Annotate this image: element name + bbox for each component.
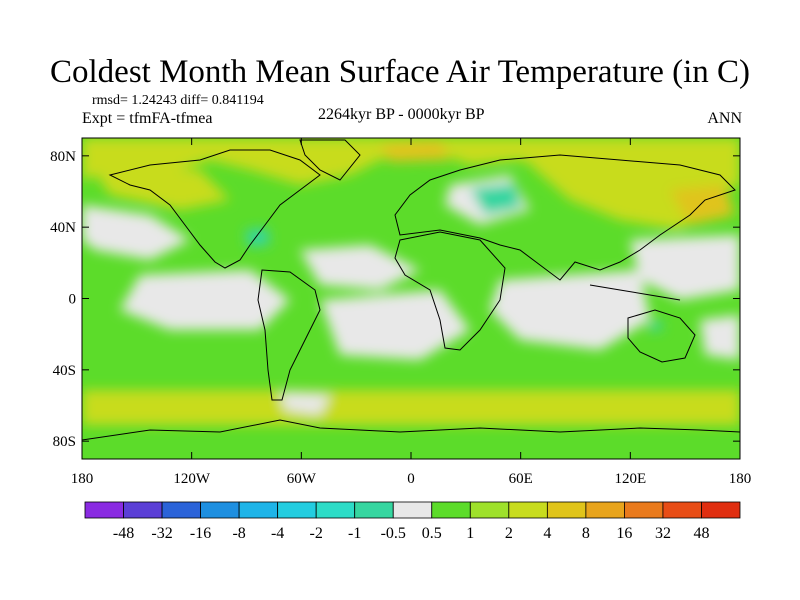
arctic-warming-region (82, 138, 740, 200)
colorbar-label: 2 (505, 525, 513, 542)
y-axis: 80N 40N 0 40S 80S (50, 149, 740, 450)
colorbar-label: 16 (616, 525, 632, 542)
colorbar-swatch (238, 501, 279, 519)
colorbar-label: 1 (466, 525, 474, 542)
coast-indonesia (589, 284, 681, 301)
alaska-warming-region (90, 165, 230, 210)
colorbar-swatch (161, 501, 201, 519)
period-label: 2264kyr BP - 0000kyr BP (318, 106, 485, 123)
colorbar-label: -48 (113, 525, 134, 542)
colorbar-swatch (123, 501, 163, 519)
colorbar-label: -4 (271, 525, 284, 542)
australia-cooling (648, 321, 662, 331)
colorbar-swatch (84, 501, 124, 519)
great-lakes-cooling (245, 228, 270, 247)
coast-south-america (257, 269, 321, 401)
eastern-europe-cooling (470, 183, 522, 215)
stats-line: rmsd= 1.24243 diff= 0.841194 (92, 93, 264, 108)
colorbar-swatch (431, 501, 471, 519)
colorbar-label: -32 (151, 525, 172, 542)
colorbar-swatch (315, 501, 356, 519)
colorbar-label: -8 (232, 525, 245, 542)
colorbar-label: -1 (348, 525, 361, 542)
colorbar-swatch (662, 501, 702, 519)
y-tick-label: 80S (53, 434, 76, 450)
coast-antarctica (82, 419, 740, 441)
x-tick-label: 60W (287, 471, 317, 487)
south-pacific-neutral (700, 315, 740, 360)
west-pacific-neutral (630, 235, 740, 300)
colorbar-swatch (277, 501, 317, 519)
weddell-neutral (280, 392, 330, 415)
y-tick-label: 40N (50, 220, 76, 236)
colorbar: -48 -32 -16 -8 -4 -2 -1 -0.5 0.5 1 2 4 8 16 32 48 (84, 501, 741, 542)
coast-australia (627, 309, 696, 363)
colorbar-label: 0.5 (422, 525, 442, 542)
colorbar-swatch (469, 501, 510, 519)
season-label: ANN (707, 110, 742, 127)
colorbar-swatch (392, 501, 433, 519)
x-tick-label: 180 (71, 471, 94, 487)
coast-eurasia (394, 154, 736, 281)
south-atlantic-neutral (320, 290, 470, 360)
y-tick-label: 40S (53, 363, 76, 379)
coast-africa (394, 231, 506, 351)
coastlines (82, 139, 740, 441)
north-atlantic-neutral (300, 245, 420, 290)
x-axis: 180 120W 60W 0 60E 120E 180 (71, 138, 752, 487)
y-tick-label: 80N (50, 149, 76, 165)
siberia-warming-region (530, 165, 720, 230)
colorbar-swatch (508, 501, 548, 519)
colorbar-swatch (200, 501, 240, 519)
x-tick-label: 120W (173, 471, 211, 487)
colorbar-label: -2 (310, 525, 323, 542)
colorbar-label: 4 (543, 525, 551, 542)
colorbar-label: 8 (582, 525, 590, 542)
colorbar-swatch (585, 501, 625, 519)
experiment-label: Expt = tfmFA-tfmea (82, 110, 213, 127)
colorbar-label: -0.5 (381, 525, 406, 542)
colorbar-swatch (701, 501, 741, 519)
coast-greenland (299, 139, 361, 181)
colorbar-swatch (624, 501, 664, 519)
orange-patch-arctic (380, 140, 450, 162)
colorbar-label: -16 (190, 525, 211, 542)
colorbar-label: 32 (655, 525, 671, 542)
colorbar-swatch (354, 501, 394, 519)
x-tick-label: 0 (407, 471, 415, 487)
north-pacific-neutral (82, 205, 190, 260)
indian-ocean-neutral (490, 270, 650, 350)
chart-title: Coldest Month Mean Surface Air Temperatu… (50, 54, 750, 90)
tropical-east-pacific-neutral (120, 270, 290, 330)
coast-north-america (108, 149, 321, 269)
x-tick-label: 120E (614, 471, 646, 487)
field-patches (82, 138, 740, 425)
southern-ocean-warming-region (82, 390, 740, 425)
colorbar-swatch (546, 501, 587, 519)
x-tick-label: 180 (729, 471, 752, 487)
colorbar-label: 48 (693, 525, 709, 542)
y-tick-label: 0 (69, 292, 77, 308)
x-tick-label: 60E (509, 471, 533, 487)
temperature-field (82, 138, 740, 459)
